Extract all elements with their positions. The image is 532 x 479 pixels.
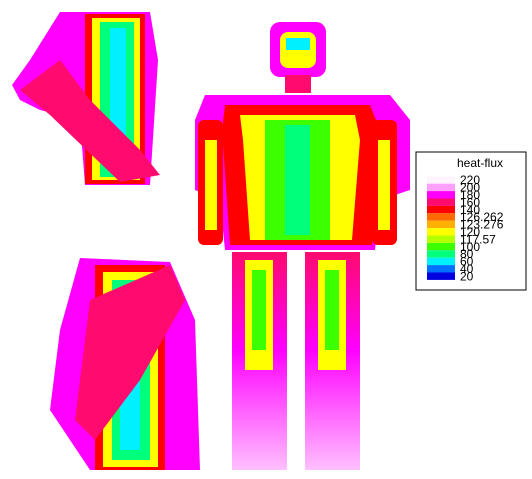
legend-title: heat-flux	[457, 156, 503, 170]
arm-view-top	[12, 12, 160, 185]
legend-swatch	[427, 191, 455, 198]
legend-swatch	[427, 236, 455, 243]
legend-swatch	[427, 265, 455, 272]
legend-swatch	[427, 250, 455, 257]
legend-swatch	[427, 206, 455, 213]
arm-view-bottom	[50, 258, 200, 470]
legend-swatch	[427, 176, 455, 183]
legend-swatch	[427, 228, 455, 235]
legend-swatch	[427, 273, 455, 280]
legend-swatch	[427, 258, 455, 265]
legend-swatch	[427, 213, 455, 220]
legend: heat-flux 220200180160140126.262123.2761…	[416, 152, 526, 290]
scene: heat-flux 220200180160140126.262123.2761…	[0, 0, 532, 474]
legend-swatch	[427, 243, 455, 250]
legend-swatch	[427, 221, 455, 228]
body-front	[195, 22, 410, 470]
legend-label: 20	[460, 269, 474, 283]
legend-swatch	[427, 184, 455, 191]
legend-swatch	[427, 199, 455, 206]
